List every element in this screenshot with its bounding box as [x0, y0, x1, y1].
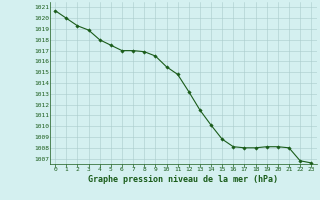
X-axis label: Graphe pression niveau de la mer (hPa): Graphe pression niveau de la mer (hPa) [88, 175, 278, 184]
